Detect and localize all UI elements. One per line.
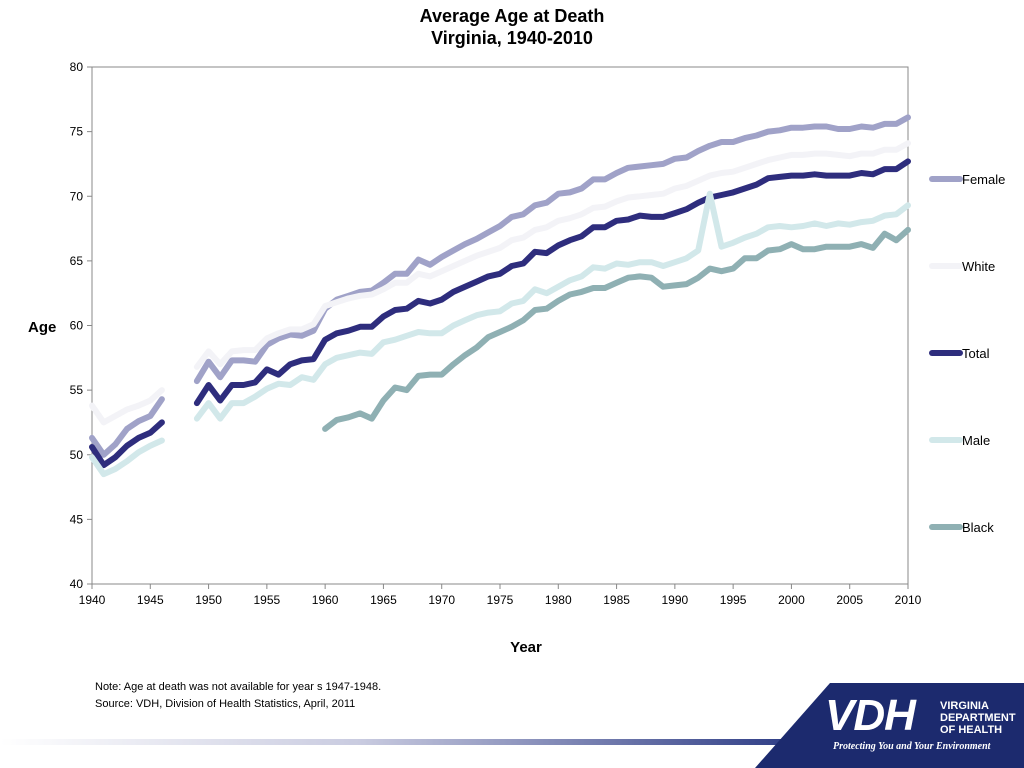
y-tick-label: 45 <box>70 512 84 526</box>
x-tick-label: 1990 <box>662 593 689 607</box>
series-group <box>89 114 911 478</box>
series-line-female <box>89 396 165 458</box>
y-tick-label: 65 <box>70 254 84 268</box>
x-tick-label: 1980 <box>545 593 572 607</box>
y-tick-label: 75 <box>70 125 84 139</box>
series-line-black <box>322 226 911 432</box>
series-line-white <box>89 387 165 426</box>
footnote-note: Note: Age at death was not available for… <box>95 681 382 693</box>
series-line-total <box>89 419 165 469</box>
y-tick-label: 60 <box>70 319 84 333</box>
series-line-male <box>193 190 911 422</box>
y-tick-label: 70 <box>70 189 84 203</box>
y-axis: 40 45 50 55 60 65 70 75 80 <box>70 60 92 591</box>
chart-title-line-2: Virginia, 1940-2010 <box>431 28 593 48</box>
chart-title-line-1: Average Age at Death <box>419 6 605 26</box>
x-tick-label: 1955 <box>254 593 281 607</box>
logo-name-line-1: VIRGINIA <box>940 700 989 712</box>
x-tick-label: 1965 <box>370 593 397 607</box>
y-tick-label: 80 <box>70 60 84 74</box>
x-tick-label: 1960 <box>312 593 339 607</box>
footnote-source: Source: VDH, Division of Health Statisti… <box>95 698 356 710</box>
logo-name-line-2: DEPARTMENT <box>940 712 1016 724</box>
x-axis-label: Year <box>510 639 542 656</box>
x-tick-label: 1940 <box>79 593 106 607</box>
x-tick-label: 1985 <box>603 593 630 607</box>
x-tick-label: 2010 <box>895 593 922 607</box>
logo-panel <box>755 683 1024 768</box>
logo-name-line-3: OF HEALTH <box>940 724 1003 736</box>
x-axis: 1940 1945 1950 1955 1960 1965 1970 1975 1980 1985… <box>79 584 922 607</box>
x-tick-label: 2005 <box>836 593 863 607</box>
y-axis-label: Age <box>28 319 56 336</box>
x-tick-label: 2000 <box>778 593 805 607</box>
x-tick-label: 1950 <box>195 593 222 607</box>
series-line-male <box>89 437 165 478</box>
series-line-female <box>193 114 911 385</box>
y-tick-label: 50 <box>70 448 84 462</box>
x-tick-label: 1995 <box>720 593 747 607</box>
legend-label-total: Total <box>962 346 990 361</box>
legend-label-white: White <box>962 259 995 274</box>
vdh-logo-mark: VDH <box>825 691 916 740</box>
series-line-white <box>193 140 911 370</box>
x-tick-label: 1945 <box>137 593 164 607</box>
footer-gradient-bar <box>0 739 800 745</box>
series-line-total <box>193 158 911 407</box>
y-tick-label: 40 <box>70 577 84 591</box>
legend-label-black: Black <box>962 520 994 535</box>
x-tick-label: 1970 <box>428 593 455 607</box>
legend-label-male: Male <box>962 433 990 448</box>
legend-label-female: Female <box>962 172 1005 187</box>
logo-tagline: Protecting You and Your Environment <box>833 741 991 752</box>
y-tick-label: 55 <box>70 383 84 397</box>
x-tick-label: 1975 <box>487 593 514 607</box>
legend: Female White Total Male Black <box>929 172 1005 535</box>
